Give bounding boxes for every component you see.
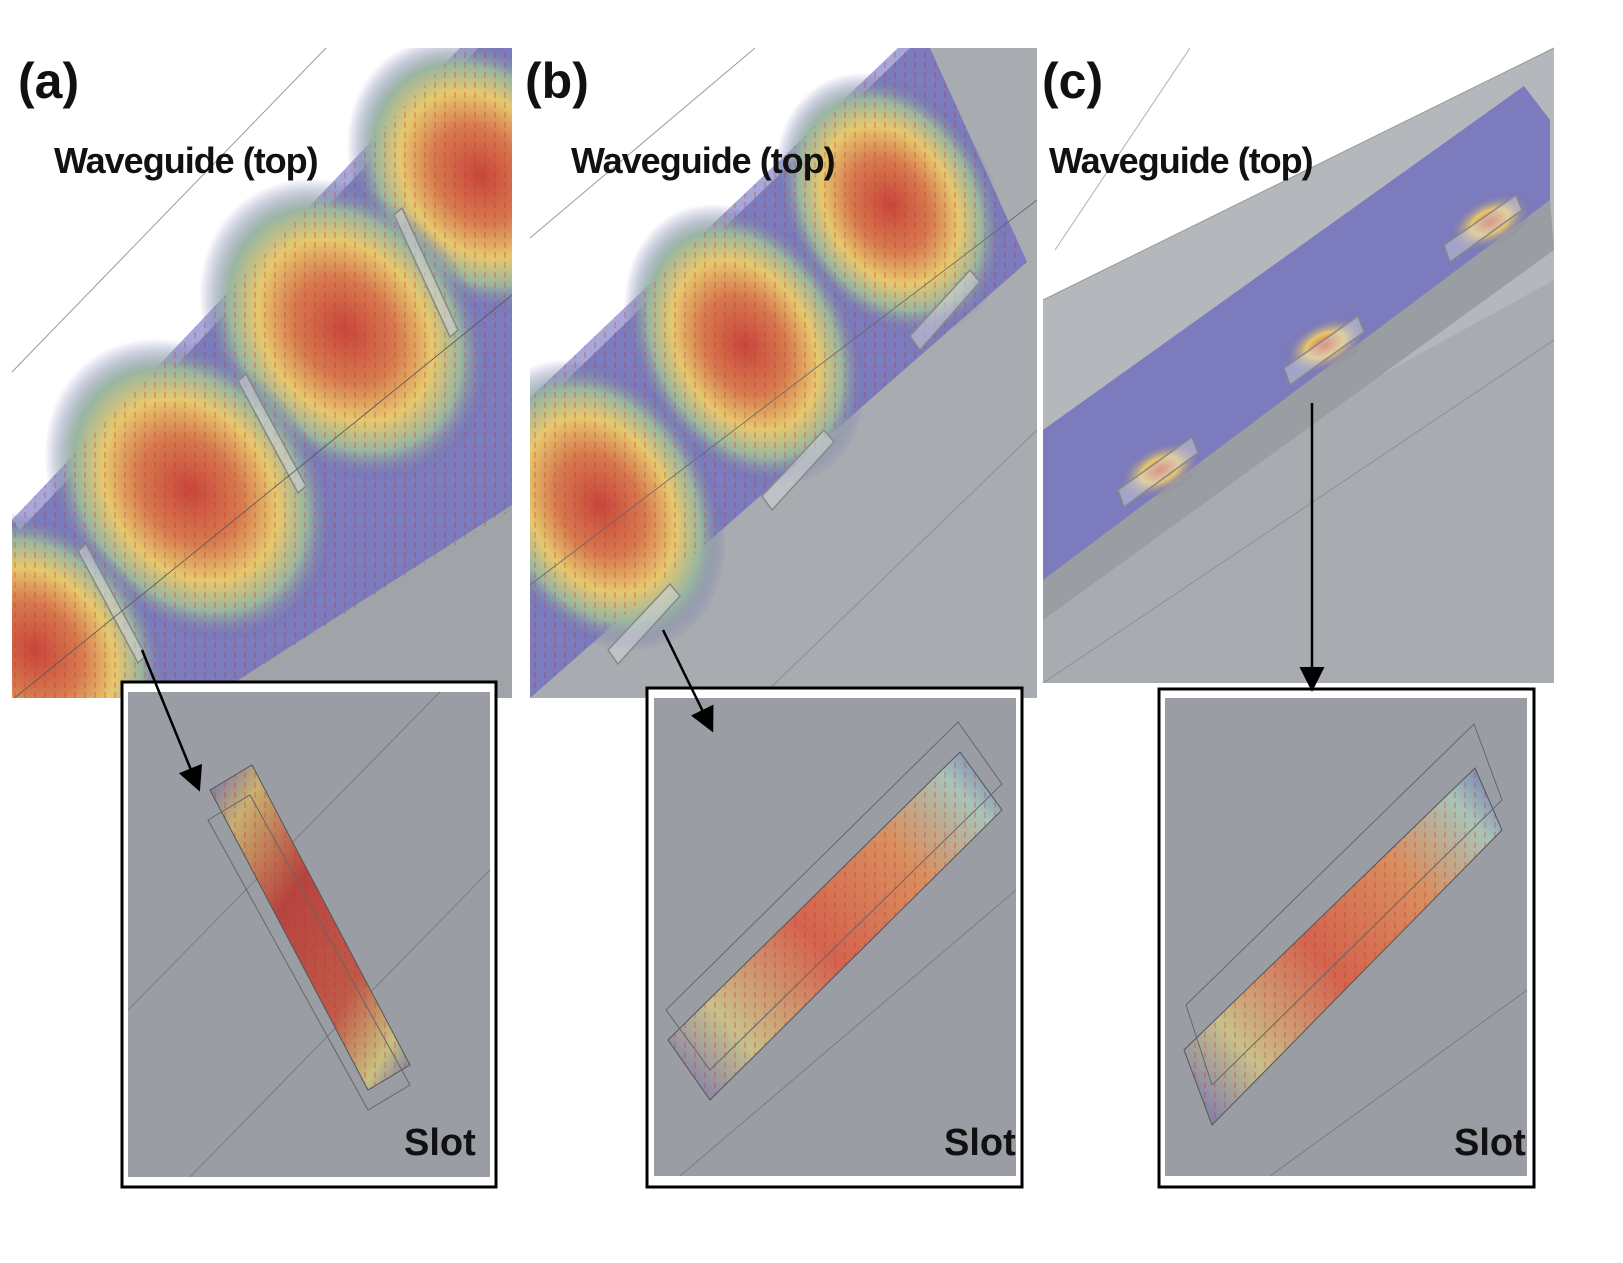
panel-letter: (c) — [1042, 53, 1104, 109]
panel-a-waveguide-view — [12, 48, 512, 698]
panel-c-slot-inset — [1157, 687, 1536, 1189]
callout-arrow-b — [661, 629, 714, 733]
callout-arrow-a — [140, 649, 203, 792]
panel-letter: (a) — [18, 53, 80, 109]
slot-field-view — [207, 764, 411, 1111]
panel-letter: (b) — [525, 53, 589, 109]
panel-b-slot-inset — [645, 686, 1024, 1189]
slot-field-view — [665, 721, 1003, 1101]
panel-b-waveguide-view — [530, 48, 1037, 698]
slot — [1117, 193, 1523, 509]
panel-c-waveguide-view — [1043, 48, 1554, 683]
slot-label: Slot — [944, 1122, 1016, 1164]
slot-label: Slot — [404, 1122, 476, 1164]
waveguide-label: Waveguide (top) — [1049, 140, 1314, 181]
panel-b: (b) Waveguide (top) Slot — [525, 0, 1082, 1263]
panel-c: (c) Waveguide (top) Slot — [1042, 0, 1623, 1263]
panel-a: (a) Waveguide (top) Slot — [0, 0, 541, 1263]
slot — [607, 268, 981, 666]
waveguide-label: Waveguide (top) — [54, 140, 319, 181]
slot-field-view — [1183, 723, 1503, 1126]
slot-label: Slot — [1454, 1122, 1526, 1164]
field-lobe — [1117, 192, 1533, 500]
slot — [77, 206, 459, 665]
waveguide-label: Waveguide (top) — [571, 140, 836, 181]
